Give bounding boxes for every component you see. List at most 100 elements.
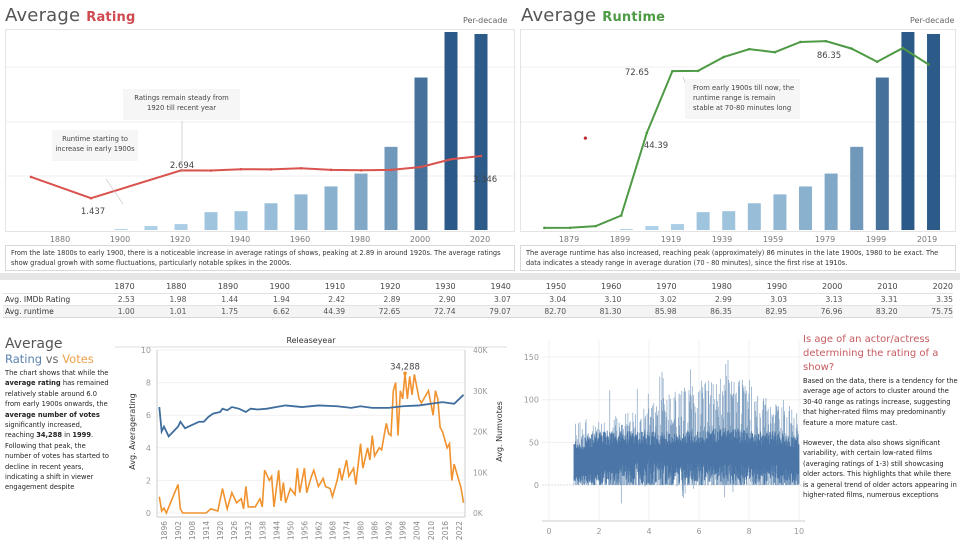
rating-line (158, 394, 465, 438)
line-point-2000 (419, 165, 423, 169)
age-paragraph-1: Based on the data, there is a tendency f… (803, 377, 958, 427)
bar-1959 (773, 194, 787, 230)
x-tick: 1962 (314, 521, 323, 540)
line-point-1929 (696, 69, 700, 73)
rating-title-main: Average (5, 5, 81, 26)
runtime-x-tick: 1959 (762, 235, 784, 244)
bar-2010 (444, 32, 458, 230)
line-point-1999 (875, 60, 879, 64)
table-cell: 1.00 (83, 304, 135, 318)
bar-1969 (799, 186, 813, 230)
rating-x-tick: 1940 (229, 235, 251, 244)
highlight-text: 34,288 (36, 431, 63, 440)
line-point-1960 (299, 167, 303, 170)
highlight-text: 1999 (72, 431, 91, 440)
rating-title-accent: Rating (86, 10, 136, 25)
peak-label: 34,288 (390, 362, 420, 372)
line-point-2019 (927, 63, 930, 66)
line-point-1920 (179, 169, 183, 172)
rating-x-tick: 1900 (109, 235, 131, 244)
table-year-header: 1900 (269, 282, 290, 292)
y-tick: 6 (146, 411, 151, 420)
x-tick: 1968 (328, 521, 337, 540)
table-cell: 1.75 (186, 304, 239, 318)
line-point-1939 (722, 55, 725, 59)
table-cell: 2.53 (83, 292, 135, 305)
table-cell: 2.90 (400, 292, 456, 305)
line-point-1899 (619, 214, 623, 217)
table-cell: 75.75 (897, 304, 953, 318)
table-year-header: 1930 (435, 282, 456, 292)
line-point-1909 (645, 131, 649, 135)
outlier-point (583, 136, 587, 140)
table-cell: 81.30 (566, 304, 622, 318)
line-point-2010 (449, 157, 453, 161)
y2-tick: 20K (473, 428, 489, 437)
y2-tick: 0K (473, 509, 484, 518)
x-tick: 1902 (174, 521, 183, 540)
table-year-header: 2010 (877, 282, 898, 292)
x-tick: 4 (646, 527, 651, 536)
table-year-header: 1920 (380, 282, 401, 292)
bar-1960 (294, 194, 308, 230)
line-series (544, 40, 929, 229)
y-tick: 100 (524, 396, 539, 405)
line-point-1869 (543, 226, 546, 230)
rating-annotation-steady: Ratings remain steady from 1920 till rec… (123, 89, 240, 120)
table-cell: 82.95 (731, 304, 788, 318)
rating-panel-title: Average Rating (5, 5, 135, 26)
body-text: The chart shows that while the (5, 369, 109, 377)
runtime-chart: 72.65 44.39 86.35 (521, 32, 957, 231)
table-row: Avg. runtime 1.00 1.01 1.75 6.62 44.39 72.65 72… (3, 304, 953, 318)
x-tick: 2004 (413, 521, 422, 540)
table-cell: 3.02 (621, 292, 677, 305)
decade-table: 1870 1880 1890 1900 1910 1920 1930 1940 1950 1960… (3, 281, 953, 318)
votes-description: The chart shows that while the average r… (5, 368, 113, 493)
y-tick: 0 (534, 481, 539, 490)
x-tick: 1938 (258, 521, 267, 540)
runtime-x-tick: 2019 (916, 235, 938, 244)
table-year-header: 1910 (324, 282, 346, 292)
divider-band (0, 273, 960, 280)
highlight-text: average number of votes (5, 410, 100, 419)
line-point-1879 (568, 226, 572, 230)
x-tick: 1908 (188, 521, 197, 540)
x-tick: 2022 (455, 521, 464, 540)
table-cell: 82.70 (510, 304, 567, 318)
table-year-header: 2020 (932, 282, 953, 292)
line-point-1990 (389, 168, 393, 172)
table-year-header: 1980 (711, 282, 732, 292)
table-cell: 79.07 (455, 304, 511, 318)
table-year-header: 2000 (822, 282, 843, 292)
table-cell: 3.31 (842, 292, 898, 305)
bar-1909 (645, 226, 659, 230)
body-text: significantly increased, reaching (5, 421, 83, 440)
bar-1999 (875, 77, 889, 230)
rating-description: From the late 1800s to early 1900, there… (5, 245, 515, 271)
line-point-1889 (594, 224, 597, 228)
table-cell: 2.89 (345, 292, 401, 305)
bar-2020 (474, 33, 488, 231)
x-tick: 2 (596, 527, 601, 536)
line-point-1980 (359, 169, 363, 172)
runtime-per-decade: Per-decade (910, 16, 955, 25)
x-tick: 1920 (216, 521, 225, 540)
body-text: . Following that peak, the number of vot… (5, 431, 109, 492)
y-tick: 8 (146, 379, 151, 388)
line-point-1970 (329, 168, 333, 172)
table-cell: 3.07 (455, 292, 511, 305)
bar-1939 (722, 211, 736, 230)
table-year-header: 1890 (217, 282, 239, 292)
x-tick: 0 (546, 527, 551, 536)
x-tick: 1950 (286, 521, 295, 540)
bar-1940 (234, 211, 248, 230)
bar-1930 (204, 212, 218, 230)
bar-1900 (114, 229, 128, 230)
peak-point (403, 371, 407, 376)
line-point-2009 (901, 46, 905, 50)
runtime-x-tick: 1979 (814, 235, 836, 244)
table-cell: 1.44 (186, 292, 239, 305)
runtime-x-tick: 1899 (609, 235, 631, 244)
